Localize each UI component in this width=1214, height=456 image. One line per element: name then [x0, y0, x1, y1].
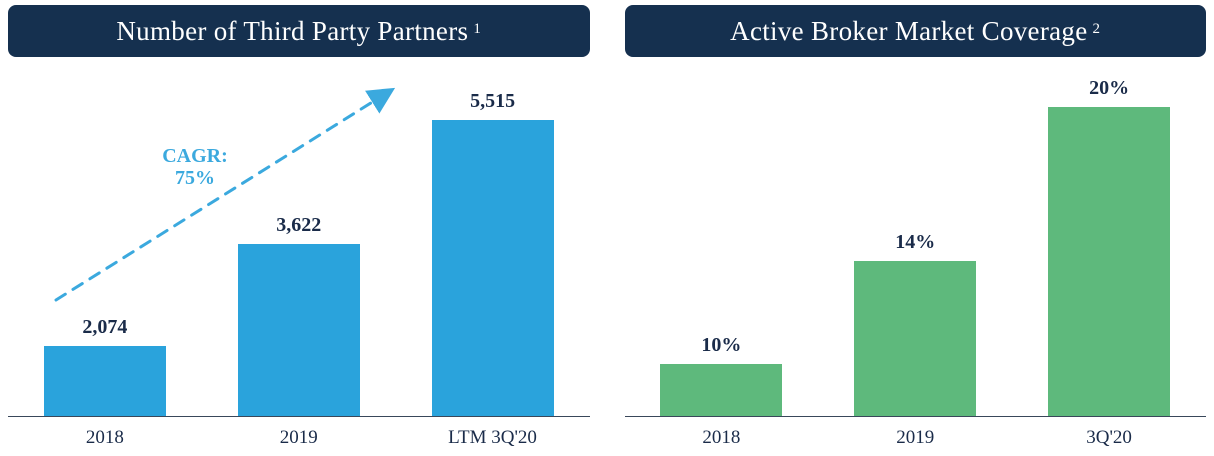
bar [431, 120, 554, 416]
x-axis-label: LTM 3Q'20 [448, 427, 537, 448]
bar [237, 244, 360, 416]
bar-group: 10% [625, 334, 819, 416]
cagr-annotation: CAGR: 75% [125, 145, 265, 189]
partners-chart-panel: Number of Third Party Partners 1 CAGR: 75… [8, 5, 590, 456]
coverage-bars: 10% 14% 20% [625, 57, 1207, 416]
coverage-chart-title-banner: Active Broker Market Coverage 2 [624, 5, 1206, 57]
bar-value-label: 10% [701, 334, 742, 356]
bar-group: 20% [1012, 77, 1206, 416]
partners-chart-plot: CAGR: 75% 2,074 3,622 5,515 [8, 57, 590, 417]
x-axis-label: 2019 [279, 427, 318, 448]
bar-value-label: 14% [895, 231, 936, 253]
coverage-chart-panel: Active Broker Market Coverage 2 10% 14% 20%… [624, 5, 1207, 456]
x-axis-label: 2018 [702, 427, 741, 448]
partners-chart-title-banner: Number of Third Party Partners 1 [8, 5, 590, 57]
x-axis-label: 3Q'20 [1086, 427, 1132, 448]
x-axis-label: 2018 [85, 427, 124, 448]
coverage-chart-plot: 10% 14% 20% [624, 57, 1207, 417]
partners-bars: 2,074 3,622 5,515 [8, 57, 590, 416]
partners-chart-title: Number of Third Party Partners [116, 15, 469, 46]
cagr-annotation-line2: 75% [175, 167, 215, 189]
coverage-x-axis: 2018 2019 3Q'20 [625, 417, 1207, 449]
bar-value-label: 20% [1089, 77, 1130, 99]
bar-group: 3,622 [202, 214, 396, 416]
bar-value-label: 2,074 [82, 316, 128, 338]
partners-x-axis: 2018 2019 LTM 3Q'20 [8, 417, 590, 449]
bar [43, 346, 166, 416]
cagr-annotation-line1: CAGR: [162, 145, 228, 167]
bar [660, 364, 783, 416]
bar-value-label: 5,515 [470, 90, 516, 112]
bar-group: 2,074 [8, 316, 202, 416]
coverage-chart-title: Active Broker Market Coverage [730, 15, 1088, 46]
bar-value-label: 3,622 [276, 214, 322, 236]
x-axis-label: 2019 [896, 427, 935, 448]
bar-group: 5,515 [396, 90, 590, 416]
bar [854, 261, 977, 416]
bar-group: 14% [818, 231, 1012, 416]
bar [1048, 107, 1171, 416]
